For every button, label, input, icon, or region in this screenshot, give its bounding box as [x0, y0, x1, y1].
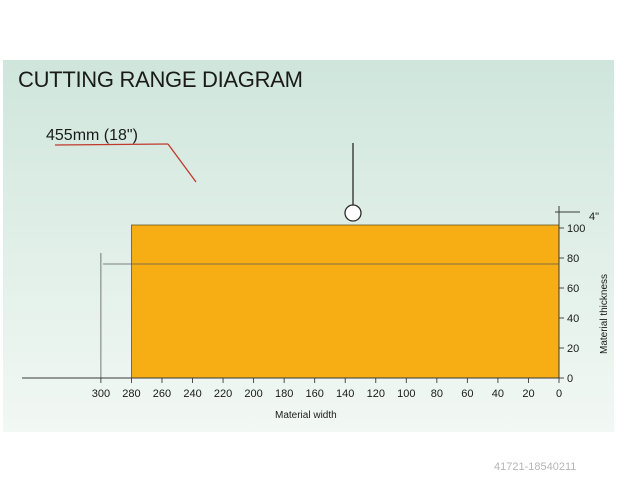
y-tick-label: 80 [567, 253, 579, 265]
x-tick-label: 140 [336, 388, 354, 400]
image-id-label: 41721-18540211 [494, 461, 576, 473]
x-tick-label: 200 [244, 388, 262, 400]
x-tick-label: 120 [367, 388, 385, 400]
cutting-range-area [130, 224, 560, 379]
x-tick-label: 100 [397, 388, 415, 400]
y-tick-label: 100 [567, 223, 585, 235]
blade-label-pointer [54, 143, 169, 146]
y-tick-label: 40 [567, 313, 579, 325]
blade-label-pointer-diagonal [167, 143, 197, 183]
x-tick-label: 240 [183, 388, 201, 400]
y-tick-label: 60 [567, 283, 579, 295]
x-tick-label: 60 [461, 388, 473, 400]
x-axis-ticks: 300 280 260 240 220 200 180 160 140 120 100 80 60 40 2… [92, 378, 562, 400]
x-tick-label: 160 [306, 388, 324, 400]
y-tick-label: 0 [567, 373, 573, 385]
x-axis-title: Material width [275, 410, 337, 421]
y-axis-title: Material thickness [599, 274, 610, 354]
x-tick-label: 80 [431, 388, 443, 400]
x-tick-label: 260 [153, 388, 171, 400]
x-tick-label: 220 [214, 388, 232, 400]
x-tick-label: 280 [122, 388, 140, 400]
y-tick-label: 20 [567, 343, 579, 355]
x-tick-label: 180 [275, 388, 293, 400]
x-tick-label: 40 [492, 388, 504, 400]
x-tick-label: 0 [556, 388, 562, 400]
y-axis-ticks: 0 20 40 60 80 100 [559, 223, 585, 385]
blade-size-label: 455mm (18") [46, 127, 138, 144]
blade-arbor-circle [344, 204, 362, 222]
x-tick-label: 20 [522, 388, 534, 400]
x-tick-label: 300 [92, 388, 110, 400]
inch-marker-label: 4" [589, 211, 599, 223]
diagram-title: CUTTING RANGE DIAGRAM [18, 67, 303, 92]
